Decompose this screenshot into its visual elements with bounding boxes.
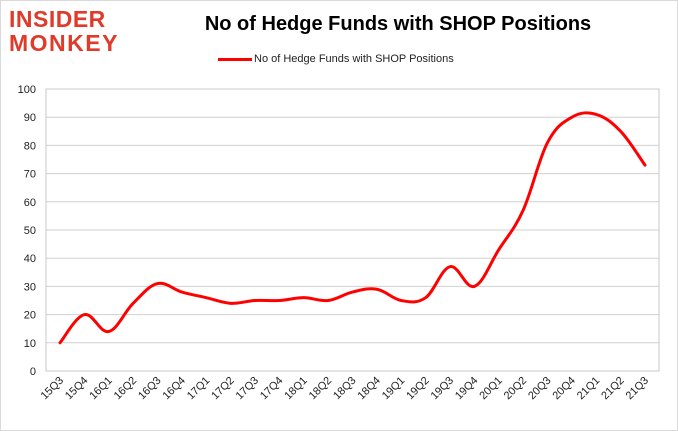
data-point [327,299,330,302]
data-point [619,130,622,133]
y-tick-label: 10 [24,338,36,350]
x-tick-label: 20Q2 [502,375,530,403]
x-tick-label: 21Q2 [599,375,627,403]
x-tick-label: 20Q3 [526,375,554,403]
data-point [180,291,183,294]
data-point [375,288,378,291]
data-point [156,282,159,285]
data-point [449,265,452,268]
insider-monkey-logo: INSIDER MONKEY [9,8,127,55]
data-point [570,116,573,119]
data-point [473,285,476,288]
x-tick-label: 18Q2 [307,375,335,403]
x-tick-label: 20Q4 [550,375,578,403]
data-point [59,341,62,344]
x-tick-label: 18Q3 [331,375,359,403]
data-point [644,164,647,167]
x-tick-label: 21Q1 [575,375,603,403]
y-tick-label: 50 [24,225,36,237]
plot-border [45,88,660,372]
x-tick-label: 18Q1 [282,375,310,403]
data-point [278,299,281,302]
x-tick-label: 17Q4 [258,375,286,403]
data-point [107,330,110,333]
y-tick-label: 60 [24,197,36,209]
x-tick-label: 16Q1 [87,375,115,403]
data-point [254,299,257,302]
legend-swatch [218,57,252,61]
y-tick-label: 40 [24,253,36,265]
y-tick-label: 0 [30,366,36,378]
logo-line-1: INSIDER [9,6,106,32]
x-tick-label: 15Q4 [63,375,91,403]
x-tick-label: 18Q4 [355,375,383,403]
y-tick-label: 70 [24,169,36,181]
x-tick-label: 16Q3 [136,375,164,403]
data-point [132,302,135,305]
legend-label: No of Hedge Funds with SHOP Positions [254,53,454,65]
x-tick-label: 17Q1 [185,375,213,403]
y-tick-label: 80 [24,140,36,152]
data-point [595,113,598,116]
x-tick-label: 19Q4 [453,375,481,403]
x-tick-label: 17Q3 [234,375,262,403]
chart-legend: No of Hedge Funds with SHOP Positions [218,53,454,65]
data-point [522,209,525,212]
data-point [302,296,305,299]
data-point [400,299,403,302]
x-tick-label: 19Q2 [404,375,432,403]
data-point [424,296,427,299]
data-point [83,313,86,316]
data-point [351,291,354,294]
y-tick-label: 90 [24,112,36,124]
x-tick-label: 20Q1 [477,375,505,403]
chart-title: No of Hedge Funds with SHOP Positions [204,13,592,35]
x-tick-label: 16Q2 [112,375,140,403]
x-tick-label: 17Q2 [209,375,237,403]
data-point [497,248,500,251]
y-tick-label: 100 [18,84,36,96]
x-tick-label: 19Q1 [380,375,408,403]
x-tick-label: 16Q4 [160,375,188,403]
data-point [205,296,208,299]
y-tick-label: 30 [24,281,36,293]
logo-line-2: MONKEY [9,30,119,56]
x-tick-label: 21Q3 [624,375,652,403]
x-tick-label: 15Q3 [39,375,67,403]
series-line [58,111,647,345]
x-tick-label: 19Q3 [429,375,457,403]
data-point [229,302,232,305]
y-tick-label: 20 [24,310,36,322]
data-point [546,141,549,144]
